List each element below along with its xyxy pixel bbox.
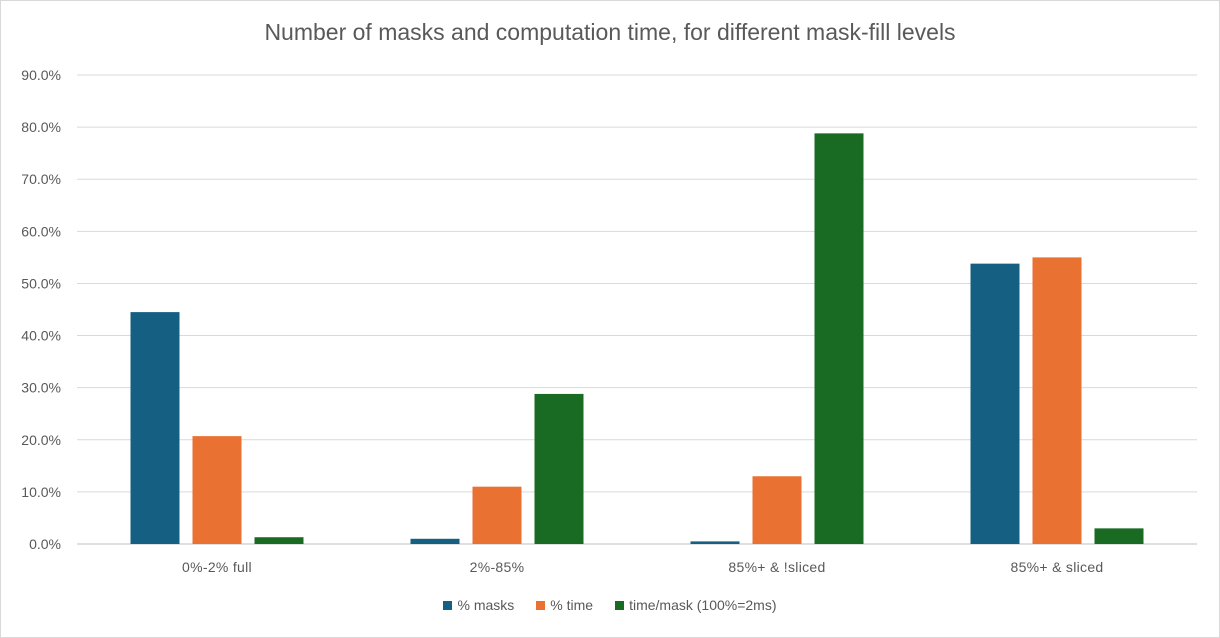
bar (690, 541, 740, 544)
bar (472, 486, 522, 544)
legend-item: % masks (443, 597, 514, 613)
bar (814, 133, 864, 544)
x-tick-label: 85%+ & !sliced (728, 559, 825, 575)
y-tick-label: 20.0% (21, 432, 61, 448)
y-tick-label: 50.0% (21, 275, 61, 291)
y-tick-label: 40.0% (21, 328, 61, 344)
legend-item: time/mask (100%=2ms) (615, 597, 777, 613)
legend-label: time/mask (100%=2ms) (629, 597, 777, 613)
chart-legend: % masks % time time/mask (100%=2ms) (1, 597, 1219, 613)
bar (534, 393, 584, 544)
legend-label: % time (550, 597, 594, 613)
y-tick-label: 30.0% (21, 380, 61, 396)
y-tick-label: 10.0% (21, 484, 61, 500)
bar (130, 312, 180, 544)
bar (1032, 257, 1082, 544)
y-tick-label: 80.0% (21, 119, 61, 135)
x-tick-label: 2%-85% (470, 559, 525, 575)
legend-swatch (615, 600, 625, 610)
y-tick-label: 90.0% (21, 67, 61, 83)
bar (254, 537, 304, 544)
bar (410, 538, 460, 544)
legend-label: % masks (457, 597, 515, 613)
y-tick-label: 70.0% (21, 171, 61, 187)
y-tick-label: 0.0% (29, 536, 61, 552)
legend-item: % time (536, 597, 593, 613)
legend-swatch (536, 600, 546, 610)
legend-swatch (443, 600, 453, 610)
bar (970, 263, 1020, 544)
x-tick-label: 0%-2% full (182, 559, 252, 575)
x-tick-label: 85%+ & sliced (1010, 559, 1103, 575)
chart-title: Number of masks and computation time, fo… (264, 19, 956, 45)
bar (1094, 528, 1144, 544)
y-tick-label: 60.0% (21, 223, 61, 239)
bar (192, 436, 242, 544)
bar (752, 476, 802, 544)
